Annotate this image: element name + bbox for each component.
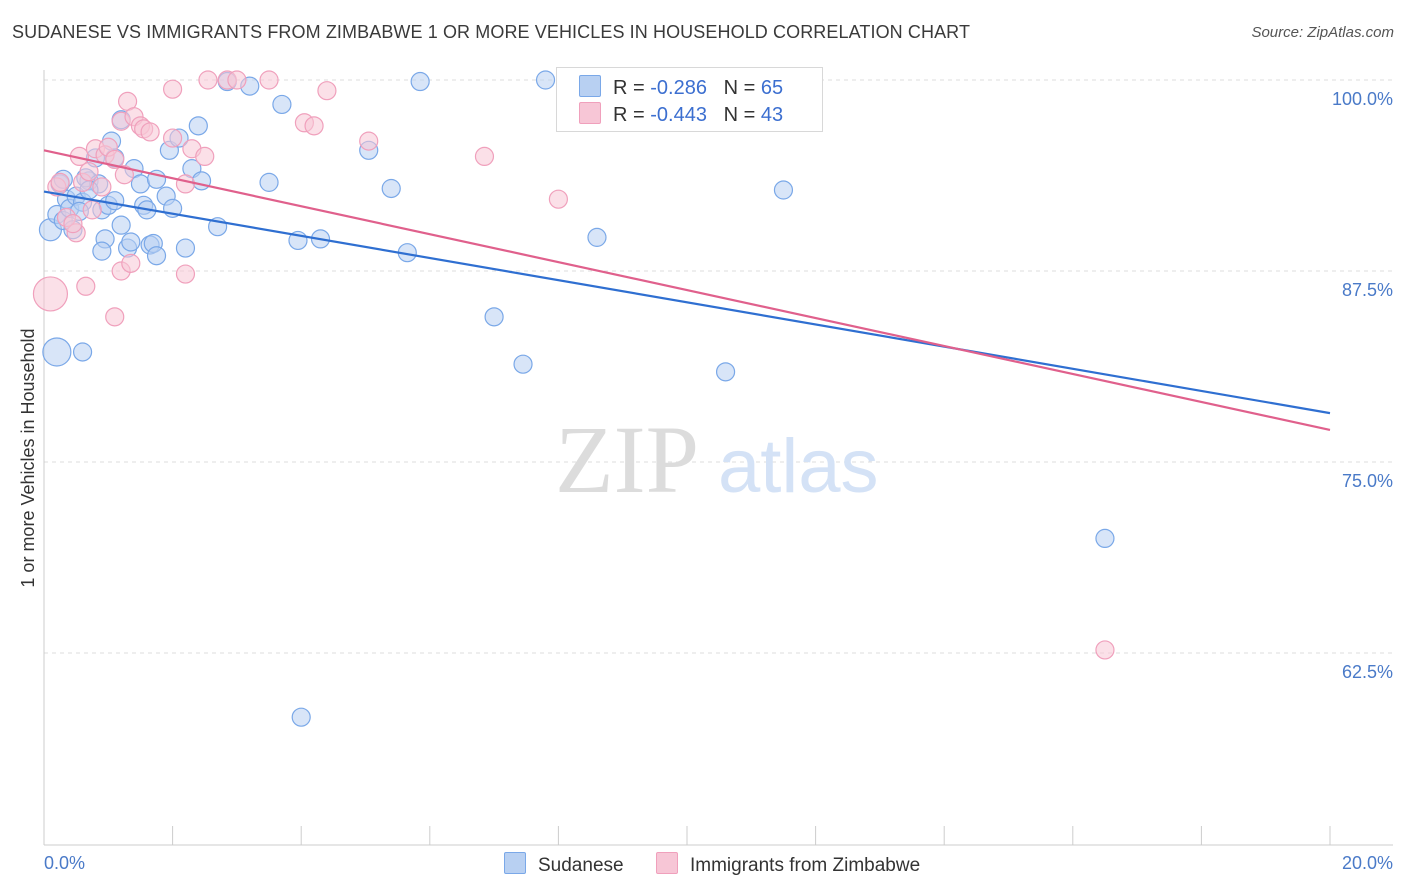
source-label: Source: ZipAtlas.com bbox=[1251, 24, 1394, 41]
legend-label-sudanese: Sudanese bbox=[538, 855, 624, 876]
legend-swatch-zimbabwe bbox=[656, 852, 678, 874]
point-zimbabwe bbox=[105, 307, 125, 327]
point-sudanese bbox=[42, 337, 72, 367]
point-sudanese bbox=[1095, 528, 1115, 549]
trend-line-zimbabwe bbox=[43, 149, 1331, 431]
point-zimbabwe bbox=[79, 162, 99, 182]
watermark: ZIP atlas bbox=[555, 406, 879, 513]
point-sudanese bbox=[272, 94, 292, 115]
point-sudanese bbox=[175, 238, 196, 258]
y-tick-label: 75.0% bbox=[1342, 471, 1393, 491]
y-axis-label: 1 or more Vehicles in Household bbox=[18, 328, 38, 587]
data-points bbox=[32, 70, 1115, 727]
point-sudanese bbox=[587, 227, 607, 247]
chart-title: SUDANESE VS IMMIGRANTS FROM ZIMBABWE 1 O… bbox=[12, 22, 971, 42]
point-zimbabwe bbox=[175, 264, 196, 284]
point-zimbabwe bbox=[121, 253, 141, 273]
watermark-zip: ZIP bbox=[555, 406, 699, 513]
point-zimbabwe bbox=[198, 70, 218, 90]
point-sudanese bbox=[191, 171, 212, 191]
legend-swatch-sudanese bbox=[504, 852, 526, 874]
point-zimbabwe bbox=[227, 70, 247, 90]
legend-r-label: R = bbox=[613, 104, 645, 126]
point-sudanese bbox=[410, 71, 430, 92]
point-sudanese bbox=[111, 215, 131, 235]
point-sudanese bbox=[381, 178, 401, 199]
point-sudanese bbox=[715, 362, 736, 382]
point-sudanese bbox=[513, 354, 533, 374]
y-tick-label: 62.5% bbox=[1342, 662, 1393, 682]
legend-r-value: -0.286 bbox=[650, 77, 707, 99]
x-tick-label: 20.0% bbox=[1342, 853, 1393, 873]
point-zimbabwe bbox=[259, 70, 279, 90]
point-zimbabwe bbox=[163, 79, 183, 99]
legend-swatch-zimbabwe bbox=[579, 102, 601, 124]
legend-n-label: N = bbox=[723, 77, 756, 99]
legend-n-value: 43 bbox=[760, 104, 784, 126]
legend-r-label: R = bbox=[613, 77, 645, 99]
legend-label-zimbabwe: Immigrants from Zimbabwe bbox=[690, 855, 921, 876]
point-sudanese bbox=[105, 191, 125, 211]
point-zimbabwe bbox=[175, 174, 196, 194]
point-zimbabwe bbox=[50, 172, 70, 192]
y-tick-label: 100.0% bbox=[1332, 89, 1393, 109]
point-sudanese bbox=[121, 232, 141, 252]
point-sudanese bbox=[130, 174, 151, 194]
point-zimbabwe bbox=[114, 165, 134, 185]
tick-labels: 62.5% 75.0% 87.5% 100.0% 0.0% 20.0% bbox=[44, 89, 1393, 873]
point-zimbabwe bbox=[548, 189, 569, 209]
legend-n-label: N = bbox=[723, 104, 756, 126]
point-sudanese bbox=[259, 172, 279, 192]
point-zimbabwe bbox=[1095, 640, 1115, 660]
y-tick-label: 87.5% bbox=[1342, 280, 1393, 300]
point-zimbabwe bbox=[317, 81, 337, 101]
legend-r-value: -0.443 bbox=[650, 104, 707, 126]
point-zimbabwe bbox=[304, 116, 324, 136]
series-legend: Sudanese Immigrants from Zimbabwe bbox=[0, 852, 1406, 878]
legend-swatch-sudanese bbox=[579, 75, 601, 97]
point-zimbabwe bbox=[92, 177, 112, 197]
point-sudanese bbox=[92, 241, 112, 261]
point-sudanese bbox=[535, 70, 556, 90]
point-zimbabwe bbox=[140, 122, 160, 142]
trend-lines bbox=[43, 149, 1331, 431]
point-zimbabwe bbox=[63, 214, 83, 234]
point-sudanese bbox=[291, 707, 311, 727]
legend-row-sudanese: R = -0.286 N = 65 bbox=[579, 75, 784, 99]
point-zimbabwe bbox=[195, 146, 215, 166]
point-sudanese bbox=[146, 246, 167, 266]
axes bbox=[43, 70, 1393, 846]
point-zimbabwe bbox=[163, 128, 183, 148]
legend-n-value: 65 bbox=[760, 77, 784, 99]
point-zimbabwe bbox=[32, 276, 69, 312]
point-sudanese bbox=[188, 116, 208, 136]
stats-legend: R = -0.286 N = 65 R = -0.443 N = 43 bbox=[556, 67, 823, 132]
watermark-atlas: atlas bbox=[718, 424, 879, 509]
trend-line-sudanese bbox=[43, 190, 1331, 415]
legend-row-zimbabwe: R = -0.443 N = 43 bbox=[579, 102, 784, 126]
point-zimbabwe bbox=[82, 200, 102, 220]
point-sudanese bbox=[484, 307, 504, 327]
point-zimbabwe bbox=[474, 146, 495, 166]
point-sudanese bbox=[773, 180, 794, 200]
point-zimbabwe bbox=[76, 276, 96, 296]
point-sudanese bbox=[72, 342, 93, 362]
point-zimbabwe bbox=[359, 131, 379, 151]
legend-item-sudanese[interactable]: Sudanese bbox=[504, 852, 624, 877]
x-tick-label: 0.0% bbox=[44, 853, 85, 873]
legend-item-zimbabwe[interactable]: Immigrants from Zimbabwe bbox=[656, 852, 920, 877]
